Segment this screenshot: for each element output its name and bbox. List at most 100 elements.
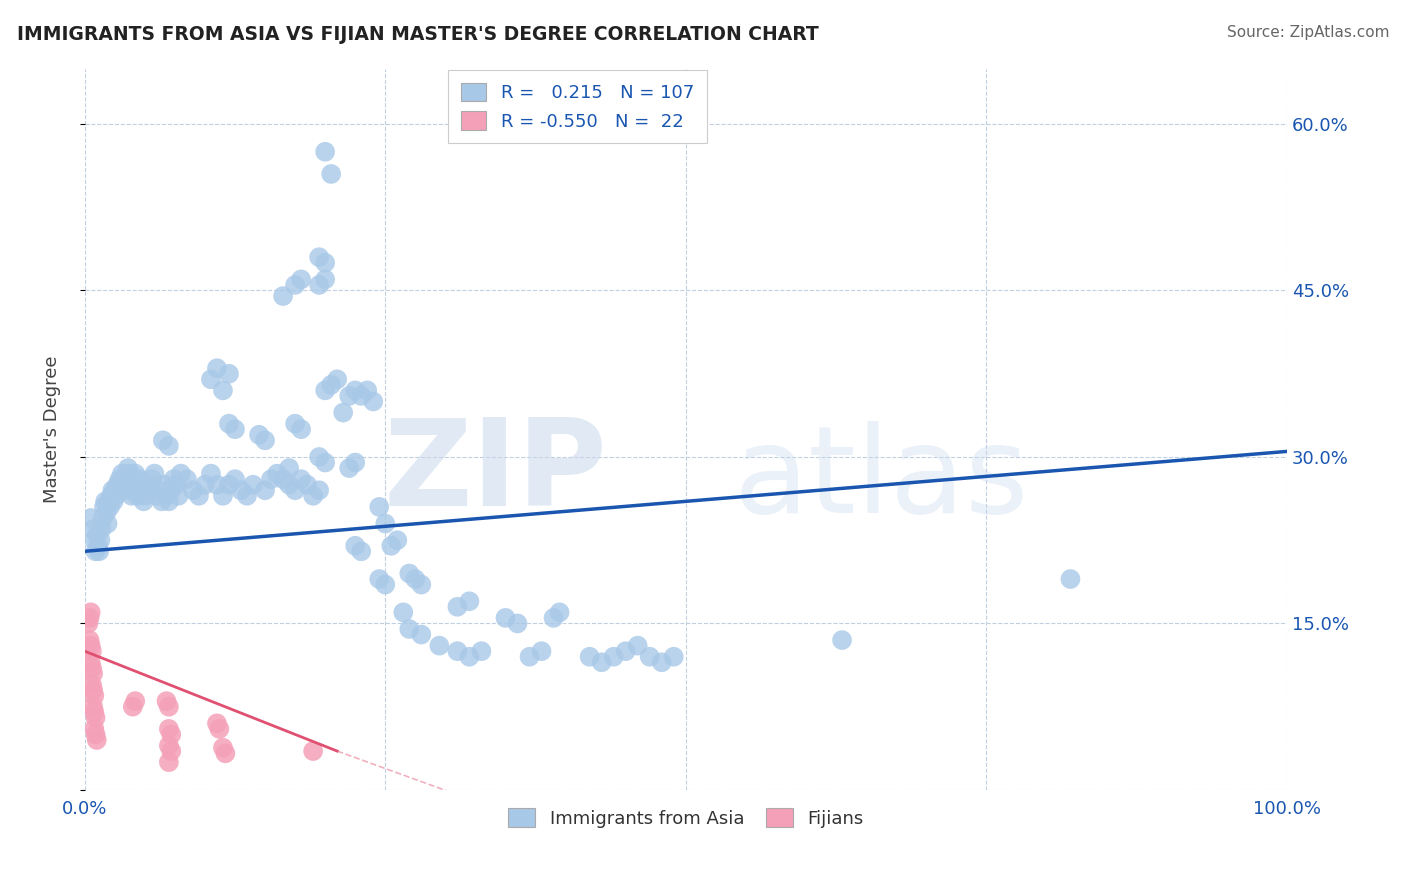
Point (110, 477, 132, 491)
Point (638, 649, 661, 664)
Point (157, 722, 180, 736)
Point (82, 683, 104, 698)
Point (111, 467, 134, 481)
Point (160, 727, 183, 741)
Point (374, 516, 396, 531)
Point (83, 533, 105, 548)
Point (495, 611, 517, 625)
Point (278, 461, 301, 475)
Point (1059, 572, 1081, 586)
Point (314, 256, 336, 270)
Point (105, 477, 128, 491)
Point (167, 489, 190, 503)
Point (121, 699, 143, 714)
Point (308, 277, 330, 292)
Point (146, 489, 169, 503)
Point (117, 461, 139, 475)
Point (224, 422, 246, 436)
Point (89, 544, 111, 558)
Point (218, 477, 240, 491)
Point (212, 740, 235, 755)
Point (308, 250, 330, 264)
Point (82, 699, 104, 714)
Point (79, 611, 101, 625)
Point (446, 644, 468, 658)
Point (120, 477, 142, 491)
Point (155, 694, 177, 708)
Point (107, 483, 129, 498)
Point (84, 544, 107, 558)
Point (278, 477, 301, 491)
Point (314, 456, 336, 470)
Point (157, 494, 180, 508)
Point (387, 533, 409, 548)
Point (77, 616, 100, 631)
Point (308, 483, 330, 498)
Point (271, 472, 294, 486)
Point (361, 394, 384, 409)
Point (337, 389, 360, 403)
Point (398, 622, 420, 636)
Point (212, 384, 235, 398)
Point (218, 367, 240, 381)
Point (290, 272, 312, 286)
Point (208, 722, 231, 736)
Point (578, 649, 600, 664)
Point (157, 699, 180, 714)
Point (187, 489, 209, 503)
Point (91, 511, 114, 525)
Point (266, 467, 288, 481)
Point (80, 511, 103, 525)
Point (446, 599, 468, 614)
Point (271, 289, 294, 303)
Point (90, 522, 112, 536)
Point (284, 483, 307, 498)
Point (314, 145, 336, 159)
Point (157, 439, 180, 453)
Text: Source: ZipAtlas.com: Source: ZipAtlas.com (1226, 25, 1389, 40)
Point (125, 477, 148, 491)
Point (214, 746, 236, 760)
Point (148, 483, 170, 498)
Point (344, 456, 367, 470)
Point (112, 483, 135, 498)
Point (321, 377, 343, 392)
Point (411, 627, 433, 641)
Point (86, 527, 108, 541)
Point (79, 633, 101, 648)
Point (138, 477, 160, 491)
Point (205, 361, 228, 376)
Point (614, 644, 637, 658)
Point (368, 500, 391, 514)
Point (124, 467, 146, 481)
Point (470, 644, 492, 658)
Point (284, 417, 307, 431)
Point (112, 472, 135, 486)
Point (506, 616, 529, 631)
Point (115, 472, 138, 486)
Point (152, 434, 174, 448)
Point (398, 566, 420, 581)
Point (121, 489, 143, 503)
Point (224, 472, 246, 486)
Point (302, 489, 325, 503)
Text: atlas: atlas (734, 421, 1029, 538)
Point (97, 494, 120, 508)
Point (104, 483, 127, 498)
Point (200, 467, 222, 481)
Point (218, 417, 240, 431)
Point (160, 483, 183, 498)
Point (427, 639, 450, 653)
Point (80, 677, 103, 691)
Point (157, 739, 180, 753)
Point (602, 649, 624, 664)
Point (83, 705, 105, 719)
Point (86, 733, 108, 747)
Point (411, 577, 433, 591)
Point (124, 694, 146, 708)
Point (229, 483, 252, 498)
Point (98, 500, 121, 514)
Point (236, 489, 259, 503)
Point (80, 661, 103, 675)
Point (134, 489, 156, 503)
